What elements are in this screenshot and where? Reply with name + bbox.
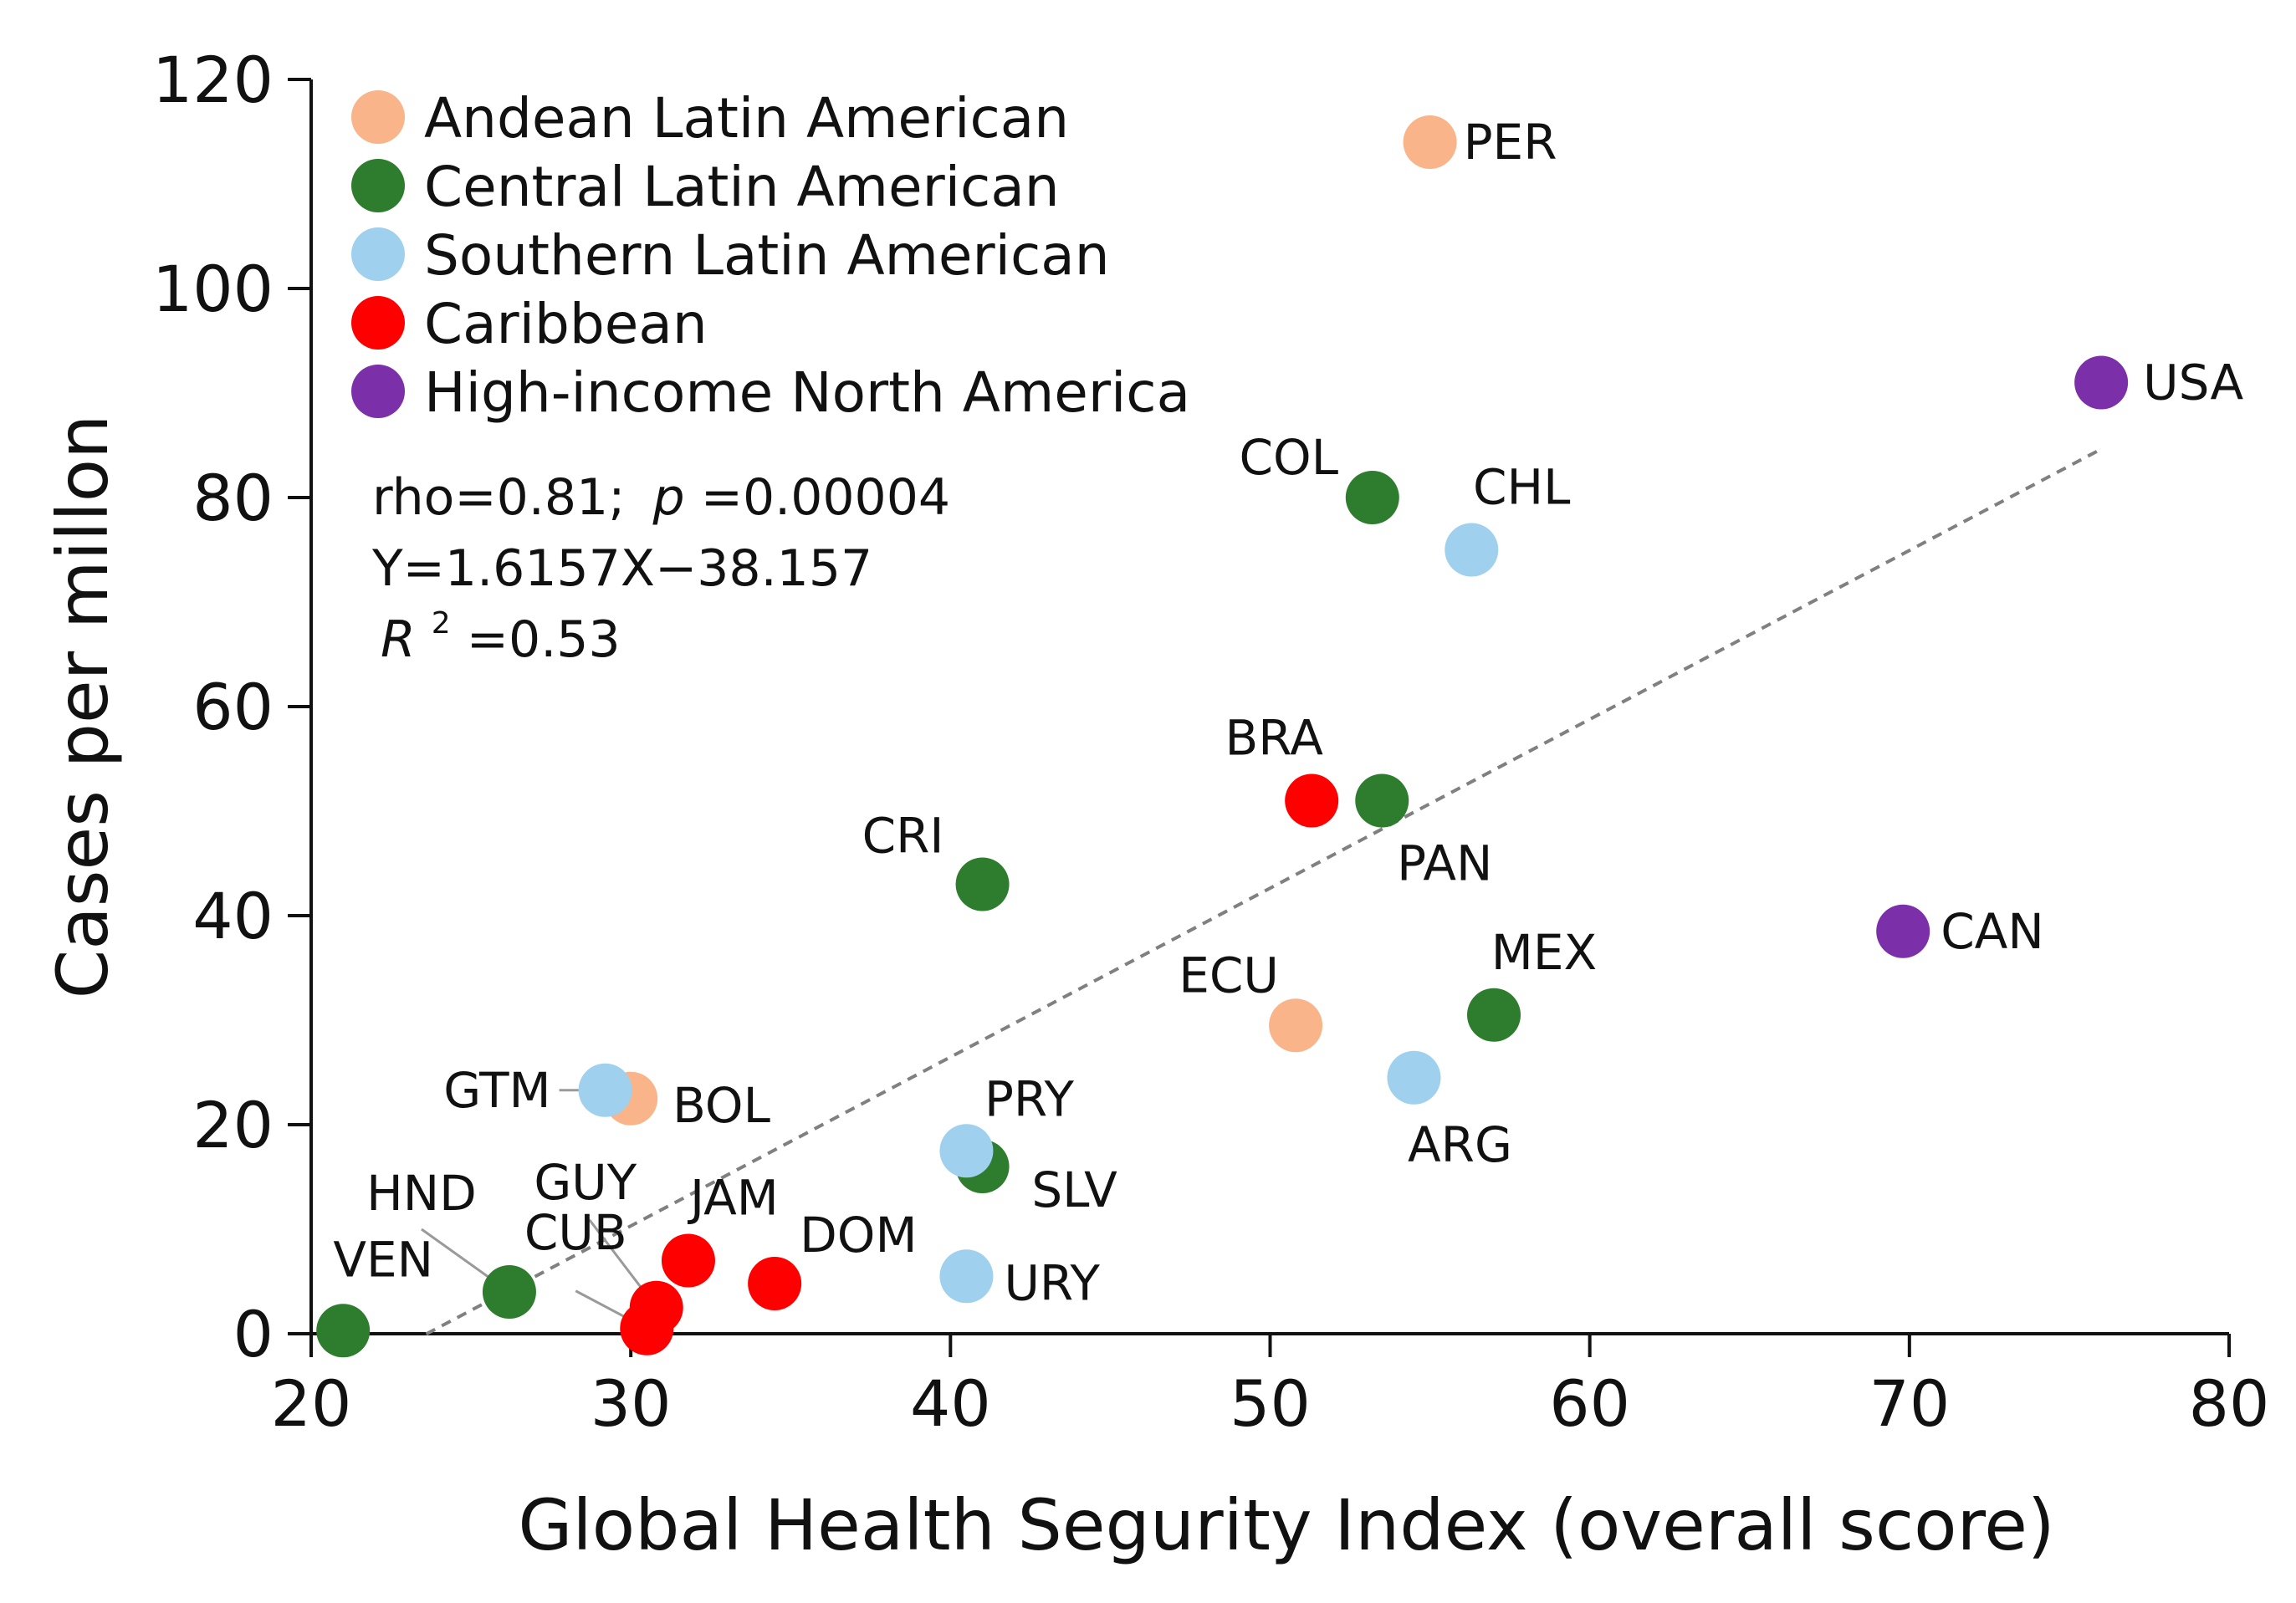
- point-per: [1403, 115, 1457, 169]
- point-cub: [620, 1301, 674, 1355]
- point-label-bra: BRA: [1225, 710, 1323, 767]
- point-pry: [939, 1124, 994, 1178]
- point-cri: [955, 857, 1010, 911]
- p-symbol: p: [652, 468, 685, 527]
- y-tick-label: 0: [233, 1297, 274, 1371]
- point-col: [1345, 471, 1399, 524]
- point-label-per: PER: [1464, 114, 1557, 171]
- point-ury: [939, 1249, 994, 1304]
- regression-equation: Y=1.6157X−38.157: [371, 539, 872, 598]
- point-label-ury: URY: [1004, 1254, 1100, 1311]
- point-jam: [661, 1233, 715, 1288]
- svg-text:rho=0.81; p =0.000: rho=0.81; p =0.00004: [372, 468, 950, 527]
- point-bra: [1285, 773, 1339, 828]
- point-label-usa: USA: [2143, 355, 2243, 411]
- legend-label-3: Caribbean: [424, 292, 708, 356]
- rho-text: rho=0.81;: [372, 468, 625, 527]
- point-label-bol: BOL: [672, 1077, 770, 1134]
- point-mex: [1467, 988, 1521, 1042]
- point-label-mex: MEX: [1491, 924, 1597, 981]
- y-axis-title: Cases per millon: [42, 415, 124, 999]
- point-label-pry: PRY: [984, 1070, 1075, 1127]
- point-hnd: [482, 1265, 536, 1319]
- point-label-chl: CHL: [1473, 459, 1570, 516]
- y-tick-label: 60: [192, 670, 274, 744]
- point-label-slv: SLV: [1031, 1161, 1117, 1218]
- point-ven: [316, 1304, 371, 1358]
- point-label-ven: VEN: [333, 1231, 433, 1288]
- point-gtm: [578, 1063, 632, 1117]
- x-axis-title: Global Health Segurity Index (overall sc…: [518, 1484, 2054, 1566]
- x-tick-label: 70: [1869, 1366, 1950, 1441]
- r2-value: =0.53: [467, 610, 621, 669]
- legend-marker-2: [351, 227, 405, 281]
- point-label-hnd: HND: [366, 1165, 477, 1222]
- point-label-jam: JAM: [688, 1170, 779, 1227]
- legend-marker-4: [351, 365, 405, 418]
- y-tick-label: 80: [192, 461, 274, 535]
- stats-annotation: rho=0.81; p =0.00004 Y=1.6157X−38.157 R …: [371, 468, 950, 669]
- legend-marker-1: [351, 159, 405, 212]
- p-value: =0.00004: [701, 468, 950, 527]
- legend-marker-0: [351, 90, 405, 144]
- point-label-gtm: GTM: [443, 1062, 550, 1119]
- point-labels: PER ECU BOL COL PAN CRI MEX SLV HND VEN CHL ARG PRY U…: [333, 114, 2243, 1311]
- data-points: [316, 115, 2129, 1358]
- point-label-dom: DOM: [800, 1207, 917, 1264]
- point-can: [1876, 904, 1930, 958]
- point-label-ecu: ECU: [1179, 947, 1279, 1003]
- point-label-guy: GUY: [534, 1154, 637, 1211]
- point-pan: [1355, 773, 1409, 828]
- r2-superscript: 2: [432, 606, 451, 641]
- point-ecu: [1269, 998, 1323, 1053]
- x-tick-label: 50: [1230, 1366, 1311, 1441]
- y-tick-label: 120: [152, 43, 274, 117]
- point-label-cub: CUB: [524, 1204, 627, 1261]
- point-label-pan: PAN: [1397, 835, 1492, 892]
- legend-label-1: Central Latin American: [424, 155, 1060, 219]
- point-usa: [2074, 355, 2129, 410]
- x-tick-label: 30: [591, 1366, 672, 1441]
- point-dom: [748, 1257, 802, 1310]
- r2-symbol: R: [381, 610, 416, 669]
- legend-label-2: Southern Latin American: [424, 223, 1110, 288]
- point-label-can: CAN: [1941, 903, 2044, 960]
- point-label-cri: CRI: [862, 808, 944, 865]
- point-label-arg: ARG: [1408, 1116, 1512, 1173]
- x-tick-label: 20: [271, 1366, 352, 1441]
- y-tick-label: 20: [192, 1088, 274, 1162]
- point-chl: [1445, 523, 1499, 577]
- legend-label-0: Andean Latin American: [424, 86, 1069, 151]
- point-arg: [1387, 1050, 1441, 1105]
- x-tick-label: 60: [1549, 1366, 1630, 1441]
- legend-marker-3: [351, 296, 405, 350]
- y-tick-label: 40: [192, 879, 274, 953]
- y-tick-label: 100: [152, 252, 274, 326]
- legend-label-4: High-income North America: [424, 360, 1190, 425]
- x-tick-label: 80: [2189, 1366, 2270, 1441]
- x-tick-label: 40: [910, 1366, 991, 1441]
- point-label-col: COL: [1240, 429, 1338, 486]
- svg-text:R 2 =0.53: R 2 =0.53: [381, 587, 621, 669]
